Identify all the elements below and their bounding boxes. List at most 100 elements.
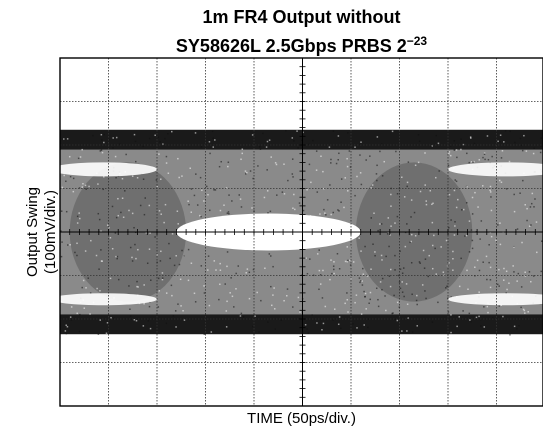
noise-dot: [354, 146, 356, 148]
noise-dot: [482, 156, 484, 159]
noise-dot: [240, 158, 242, 161]
noise-dot: [377, 229, 379, 232]
noise-dot: [285, 129, 287, 132]
noise-dot: [312, 274, 315, 277]
noise-dot: [445, 287, 447, 289]
noise-dot: [180, 305, 182, 307]
noise-dot: [528, 271, 531, 273]
low-level-trace: [60, 314, 543, 335]
noise-dot: [144, 197, 146, 199]
noise-dot: [497, 224, 499, 226]
noise-dot: [131, 212, 134, 215]
noise-dot: [225, 310, 228, 312]
noise-dot: [241, 148, 244, 150]
noise-dot: [74, 251, 76, 254]
noise-dot: [228, 212, 230, 215]
noise-dot: [413, 211, 416, 214]
noise-dot: [269, 210, 272, 213]
noise-dot: [122, 216, 125, 219]
noise-dot: [499, 243, 502, 246]
noise-dot: [69, 316, 72, 318]
noise-dot: [99, 319, 102, 321]
noise-dot: [340, 327, 342, 330]
noise-dot: [466, 152, 468, 155]
noise-dot: [248, 271, 251, 274]
noise-dot: [100, 230, 102, 232]
noise-dot: [499, 179, 501, 182]
noise-dot: [387, 217, 390, 219]
y-axis-label-line-1: Output Swing: [24, 186, 41, 278]
chart-title-main: SY58626L 2.5Gbps PRBS 2: [175, 36, 407, 56]
noise-dot: [469, 319, 471, 321]
noise-dot: [333, 261, 335, 263]
noise-dot: [136, 280, 138, 283]
noise-dot: [226, 212, 229, 214]
noise-dot: [238, 194, 241, 196]
noise-dot: [136, 285, 138, 288]
noise-dot: [450, 314, 452, 316]
noise-dot: [246, 268, 249, 270]
noise-dot: [142, 325, 145, 327]
noise-dot: [61, 241, 63, 243]
noise-dot: [160, 213, 162, 215]
noise-dot: [422, 249, 425, 252]
noise-dot: [276, 194, 278, 196]
noise-dot: [390, 205, 392, 207]
noise-dot: [252, 177, 254, 180]
noise-dot: [116, 257, 118, 260]
noise-dot: [270, 304, 273, 307]
noise-dot: [354, 194, 356, 197]
noise-dot: [224, 283, 226, 285]
noise-dot: [231, 295, 234, 298]
noise-dot: [480, 220, 483, 222]
noise-dot: [364, 295, 366, 298]
noise-dot: [346, 165, 349, 168]
noise-dot: [424, 258, 427, 260]
noise-dot: [146, 262, 149, 265]
noise-dot: [373, 212, 375, 214]
noise-dot: [270, 156, 272, 158]
noise-dot: [120, 211, 122, 214]
noise-dot: [431, 145, 433, 147]
noise-dot: [487, 158, 490, 161]
noise-dot: [437, 142, 440, 145]
noise-dot: [427, 275, 429, 278]
noise-dot: [401, 272, 404, 274]
noise-dot: [208, 304, 211, 307]
noise-dot: [84, 184, 87, 187]
noise-dot: [452, 258, 454, 260]
noise-dot: [468, 312, 471, 315]
noise-dot: [121, 197, 124, 200]
noise-dot: [194, 301, 197, 303]
noise-dot: [251, 207, 253, 209]
noise-dot: [268, 139, 271, 141]
noise-dot: [312, 139, 314, 142]
noise-dot: [256, 291, 258, 294]
noise-dot: [347, 311, 349, 313]
noise-dot: [433, 234, 435, 237]
noise-dot: [220, 160, 222, 163]
noise-dot: [540, 137, 543, 139]
noise-dot: [338, 210, 340, 212]
noise-dot: [486, 135, 489, 137]
noise-dot: [169, 257, 171, 260]
noise-dot: [365, 159, 367, 161]
noise-dot: [368, 302, 370, 305]
noise-dot: [225, 326, 228, 328]
noise-dot: [375, 287, 378, 290]
noise-dot: [129, 315, 132, 317]
right-lower-eye: [448, 293, 543, 306]
noise-dot: [273, 308, 276, 310]
noise-dot: [95, 254, 98, 257]
noise-dot: [478, 315, 480, 318]
noise-dot: [468, 220, 471, 222]
noise-dot: [535, 221, 538, 223]
noise-dot: [489, 185, 492, 188]
noise-dot: [525, 150, 528, 152]
noise-dot: [89, 313, 91, 315]
noise-dot: [316, 253, 319, 255]
noise-dot: [257, 165, 259, 167]
noise-dot: [270, 255, 272, 257]
noise-dot: [505, 292, 507, 294]
noise-dot: [435, 134, 438, 137]
